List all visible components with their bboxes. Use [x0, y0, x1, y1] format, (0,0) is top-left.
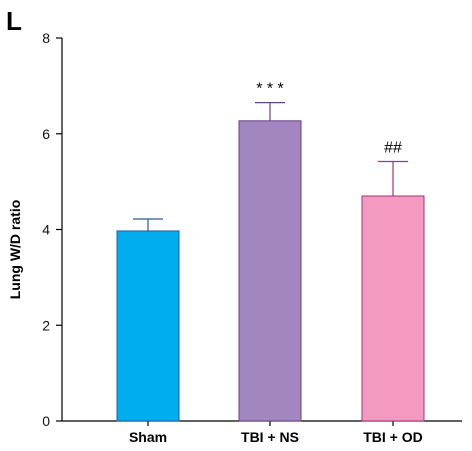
panel-letter: L — [6, 6, 22, 36]
y-axis: 0 2 4 6 8 — [42, 30, 63, 429]
bar-tbi-ns — [238, 120, 302, 422]
significance-marks: * * * ## — [256, 81, 402, 157]
y-tick-label: 8 — [42, 30, 50, 46]
x-axis — [62, 420, 462, 426]
error-bars — [133, 102, 408, 231]
y-tick-label: 6 — [42, 126, 50, 142]
bars — [116, 120, 425, 422]
y-axis-title: Lung W/D ratio — [7, 200, 23, 300]
significance-label: ## — [384, 140, 402, 157]
bar-tbi-od — [361, 195, 425, 422]
category-label: TBI + NS — [241, 429, 299, 445]
category-label: Sham — [129, 429, 167, 445]
significance-label: * * * — [256, 81, 284, 98]
y-tick-label: 0 — [42, 413, 50, 429]
category-labels: Sham TBI + NS TBI + OD — [129, 429, 423, 445]
y-tick-label: 2 — [42, 317, 50, 333]
category-label: TBI + OD — [363, 429, 423, 445]
y-tick-label: 4 — [42, 222, 50, 238]
bar-sham — [116, 230, 180, 422]
